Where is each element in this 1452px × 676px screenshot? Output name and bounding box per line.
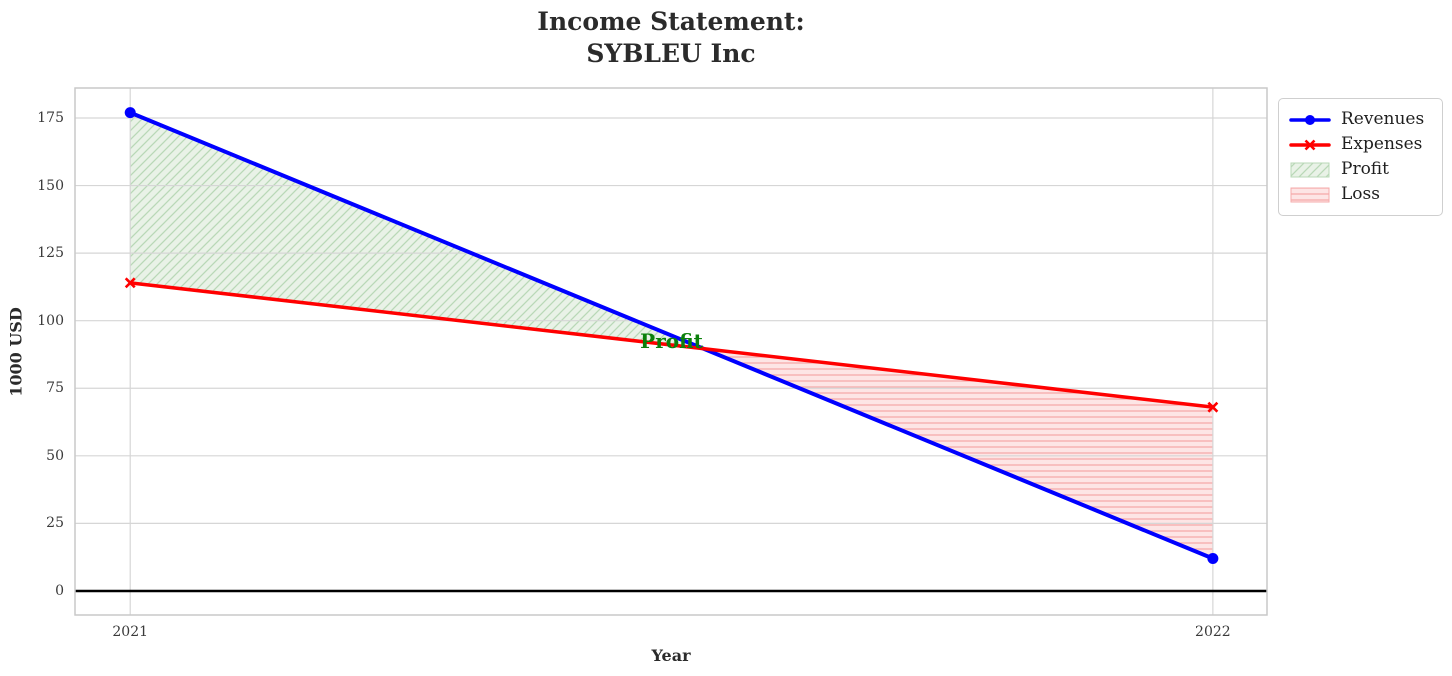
legend: Revenues Expenses Profit Loss — [1278, 98, 1443, 216]
legend-item-label: Profit — [1341, 159, 1389, 179]
legend-item: Expenses — [1289, 132, 1432, 157]
y-tick-label: 0 — [55, 582, 64, 599]
y-tick-label: 175 — [37, 109, 64, 126]
legend-item-label: Expenses — [1341, 134, 1423, 154]
legend-item: Revenues — [1289, 107, 1432, 132]
y-tick-label: 125 — [37, 245, 64, 262]
legend-revenues-swatch — [1289, 114, 1331, 125]
legend-profit-swatch — [1290, 162, 1330, 177]
legend-item-label: Loss — [1341, 184, 1380, 204]
x-tick-label: 2021 — [112, 624, 149, 640]
legend-item: Profit — [1289, 157, 1432, 182]
legend-item: Loss — [1289, 182, 1432, 207]
legend-expenses-swatch — [1289, 139, 1331, 150]
legend-loss-swatch — [1290, 187, 1330, 202]
y-tick-label: 25 — [46, 515, 64, 532]
y-tick-label: 100 — [37, 312, 64, 329]
y-axis-label: 1000 USD — [6, 307, 26, 397]
y-tick-label: 50 — [46, 447, 64, 464]
y-tick-label: 75 — [46, 380, 64, 397]
y-tick-label: 150 — [37, 177, 64, 194]
chart-title: Income Statement: SYBLEU Inc — [537, 7, 805, 68]
profit-annotation: Profit — [640, 328, 703, 353]
legend-item-label: Revenues — [1341, 109, 1425, 129]
x-axis-label: Year — [651, 646, 691, 665]
x-tick-label: 2022 — [1195, 624, 1231, 640]
